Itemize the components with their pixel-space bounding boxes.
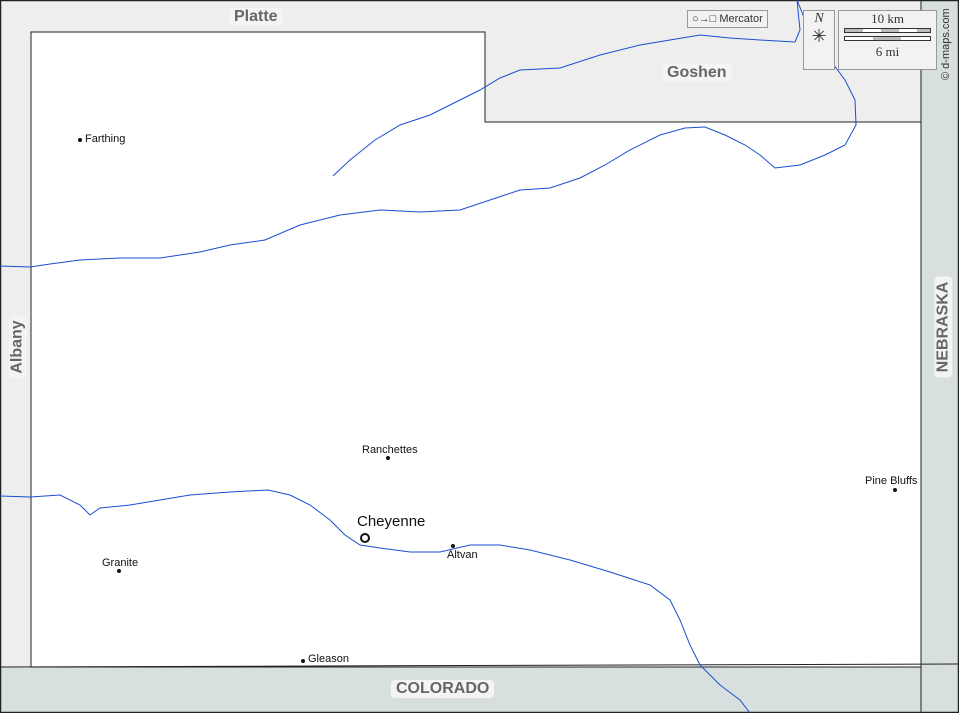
river-crow-creek bbox=[0, 489, 751, 713]
scale-bar: 10 km 6 mi bbox=[838, 10, 937, 70]
scale-km-label: 10 km bbox=[871, 11, 904, 26]
region-label-albany: Albany bbox=[8, 315, 27, 379]
region-label-colorado: COLORADO bbox=[391, 680, 495, 698]
rivers bbox=[0, 0, 857, 713]
compass-icon: ✳ bbox=[811, 26, 827, 46]
river-goshen bbox=[0, 0, 857, 268]
state-border bbox=[0, 663, 959, 668]
place-label-ranchettes: Ranchettes bbox=[362, 444, 418, 456]
capital-marker-cheyenne bbox=[360, 533, 370, 543]
place-dot-altvan bbox=[451, 544, 455, 548]
place-label-cheyenne: Cheyenne bbox=[357, 513, 426, 530]
place-dot-ranchettes bbox=[386, 456, 390, 460]
place-dot-granite bbox=[117, 569, 121, 573]
scale-km-bar bbox=[844, 28, 931, 33]
river-north bbox=[332, 0, 801, 177]
scale-mi-bar bbox=[844, 36, 931, 41]
projection-legend: ○→□ Mercator bbox=[687, 10, 768, 28]
place-label-pine-bluffs: Pine Bluffs bbox=[865, 475, 918, 487]
place-label-gleason: Gleason bbox=[308, 653, 349, 665]
circle-to-square-icon: ○→□ bbox=[692, 13, 717, 25]
projection-label: Mercator bbox=[719, 13, 763, 25]
region-label-goshen: Goshen bbox=[662, 64, 732, 82]
credit-text: © d-maps.com bbox=[940, 8, 952, 80]
place-label-altvan: Altvan bbox=[447, 549, 478, 561]
north-label: N bbox=[814, 11, 824, 26]
north-arrow: N ✳ bbox=[803, 10, 835, 70]
place-dot-farthing bbox=[78, 138, 82, 142]
place-label-farthing: Farthing bbox=[85, 133, 126, 145]
place-dot-pine-bluffs bbox=[893, 488, 897, 492]
place-label-granite: Granite bbox=[102, 557, 139, 569]
region-label-platte: Platte bbox=[229, 8, 283, 26]
scale-mi-label: 6 mi bbox=[875, 44, 900, 59]
place-dot-gleason bbox=[301, 659, 305, 663]
region-label-nebraska: NEBRASKA bbox=[934, 276, 953, 378]
